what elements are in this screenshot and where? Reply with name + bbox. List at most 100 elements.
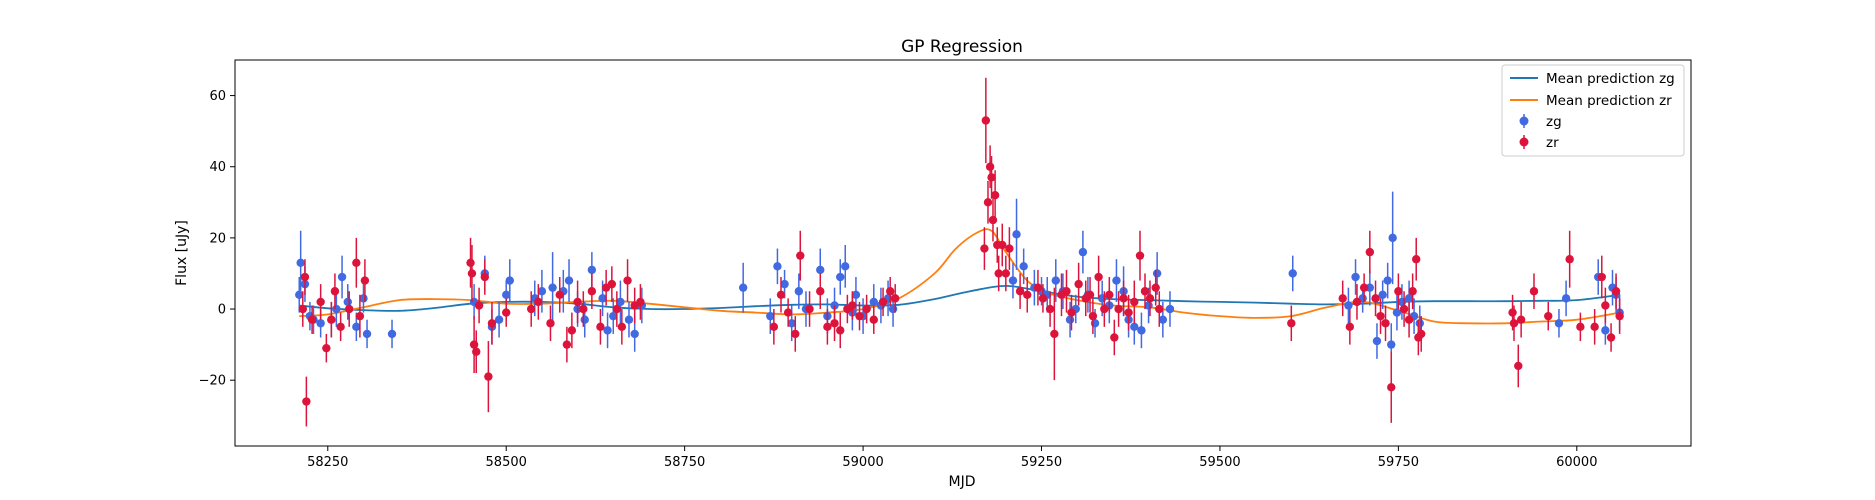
marker	[1065, 315, 1075, 324]
marker	[1067, 308, 1076, 317]
marker	[1119, 294, 1128, 303]
marker	[780, 279, 789, 289]
marker	[869, 315, 878, 324]
data-point-zr	[1050, 287, 1059, 381]
marker	[502, 290, 511, 300]
marker	[1155, 304, 1164, 314]
data-point-zg	[1137, 312, 1146, 349]
marker	[1045, 304, 1055, 314]
data-point-zr	[607, 266, 617, 302]
data-point-zr	[1094, 255, 1103, 299]
marker	[1110, 333, 1119, 342]
data-point-zr	[1088, 298, 1098, 334]
marker	[981, 116, 991, 125]
marker	[636, 297, 645, 307]
data-point-zr	[805, 291, 814, 327]
marker	[1359, 283, 1369, 292]
data-point-zg	[387, 319, 397, 349]
marker	[1611, 287, 1621, 296]
marker	[1287, 319, 1296, 328]
x-tick-label: 59000	[842, 455, 883, 470]
data-point-zr	[1387, 351, 1396, 423]
marker	[472, 347, 481, 356]
data-point-zr	[617, 309, 627, 345]
marker	[360, 276, 370, 285]
marker	[1038, 294, 1048, 303]
plot-frame	[234, 59, 1692, 447]
marker	[336, 322, 345, 332]
marker	[851, 290, 861, 300]
marker	[1135, 251, 1145, 260]
data-point-zr	[474, 287, 484, 324]
marker	[302, 397, 311, 406]
marker	[791, 329, 800, 339]
data-point-zr	[1615, 298, 1624, 334]
marker	[1100, 304, 1109, 314]
data-point-zr	[502, 298, 511, 327]
data-point-zr	[776, 277, 786, 313]
marker	[1062, 287, 1071, 296]
legend: Mean prediction zg Mean prediction zr zg…	[1501, 64, 1685, 157]
marker	[316, 297, 325, 307]
marker	[1394, 287, 1403, 296]
marker	[1050, 329, 1059, 339]
data-point-zr	[1412, 237, 1421, 281]
data-point-zr	[480, 259, 490, 295]
marker	[1085, 290, 1095, 300]
data-point-zg	[1554, 309, 1564, 338]
legend-label-zr: zr	[1546, 135, 1559, 151]
data-point-zr	[316, 284, 325, 320]
marker	[1378, 290, 1387, 300]
marker	[579, 304, 588, 314]
data-point-zg	[1351, 259, 1360, 295]
marker	[830, 319, 839, 328]
data-point-zr	[890, 284, 900, 313]
data-point-zr	[355, 294, 365, 338]
marker	[296, 258, 305, 267]
marker	[1023, 290, 1032, 300]
data-point-zr	[1399, 291, 1409, 327]
data-point-zg	[1051, 259, 1060, 302]
marker	[343, 297, 352, 307]
data-point-zr	[573, 280, 582, 324]
marker	[776, 290, 786, 300]
marker	[1338, 294, 1347, 303]
data-point-zr	[1509, 305, 1519, 342]
marker	[855, 311, 864, 321]
marker	[816, 287, 825, 296]
data-point-zr	[1611, 273, 1621, 310]
data-point-zr	[1110, 319, 1119, 356]
data-point-zr	[300, 259, 310, 295]
data-point-zg	[362, 319, 372, 349]
marker	[886, 287, 895, 296]
marker	[474, 301, 484, 310]
data-point-zr	[360, 259, 370, 302]
data-point-zr	[886, 277, 895, 306]
x-tick-label: 58250	[307, 455, 348, 470]
marker	[769, 322, 779, 332]
marker	[1381, 319, 1390, 328]
data-point-zr	[1516, 301, 1526, 338]
x-tick-label: 59500	[1199, 455, 1240, 470]
data-point-zg	[841, 244, 850, 288]
marker	[1383, 276, 1392, 285]
marker	[836, 272, 845, 282]
marker	[1137, 326, 1146, 335]
data-point-zg	[564, 259, 574, 302]
x-axis-label: MJD	[949, 474, 976, 490]
marker	[596, 322, 605, 332]
y-axis-label: Flux [uJy]	[174, 220, 190, 286]
data-point-zr	[1005, 227, 1014, 270]
marker	[467, 269, 477, 278]
marker	[890, 294, 900, 303]
data-point-zr	[1085, 277, 1095, 313]
data-point-zr	[1145, 280, 1155, 317]
marker	[466, 258, 475, 267]
marker	[609, 311, 618, 321]
marker	[738, 283, 748, 292]
data-point-zg	[794, 273, 804, 310]
marker	[587, 287, 597, 296]
marker	[1288, 269, 1297, 278]
marker	[327, 315, 336, 324]
marker	[862, 304, 871, 314]
